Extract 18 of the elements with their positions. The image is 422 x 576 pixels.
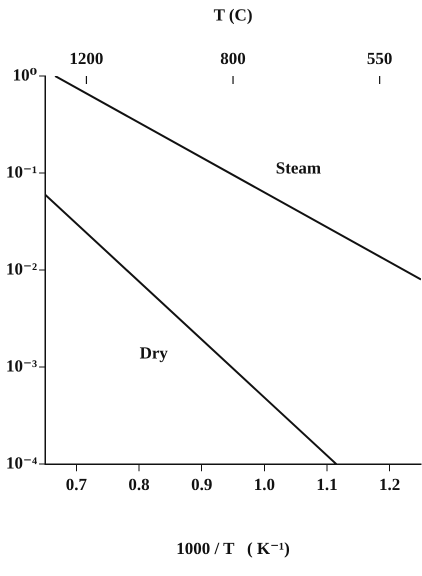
series-label: Steam bbox=[276, 158, 322, 178]
text: 1200 bbox=[69, 48, 104, 68]
series-label: Dry bbox=[140, 344, 168, 363]
text: 800 bbox=[220, 48, 246, 68]
y-tick-label: 10⁻¹ bbox=[6, 162, 38, 182]
x-tick-label: 0.9 bbox=[191, 474, 212, 494]
y-tick-label: 10⁻² bbox=[6, 259, 38, 278]
x-tick-label: 1.1 bbox=[316, 474, 338, 494]
y-tick-label: 10⁰ bbox=[12, 65, 38, 84]
y-tick-label: 10⁻³ bbox=[6, 356, 38, 376]
x-tick-label: 0.7 bbox=[66, 474, 88, 494]
x-tick-label: 0.8 bbox=[128, 474, 150, 494]
x-tick-label: 1.0 bbox=[254, 474, 275, 494]
x-tick-label: 1.2 bbox=[379, 474, 400, 494]
y-tick-label: 10⁻⁴ bbox=[6, 454, 38, 473]
text: 550 bbox=[366, 48, 392, 68]
x2-axis-title: T (C) bbox=[214, 5, 252, 24]
x-axis-title: 1000 / T ( K⁻¹) bbox=[176, 539, 290, 558]
